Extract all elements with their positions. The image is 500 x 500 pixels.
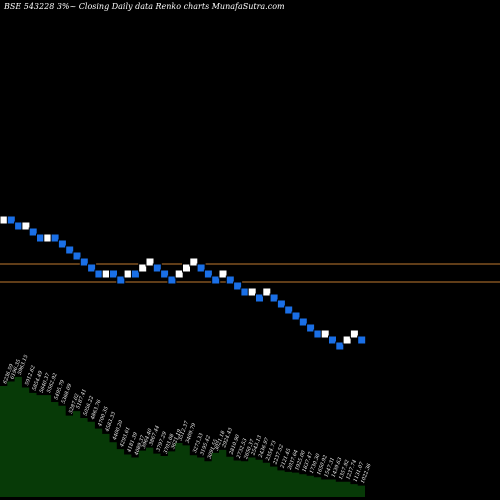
chart-title: BSE 543228 3%~ Closing Daily data Renko … bbox=[3, 2, 285, 11]
bricks-group bbox=[0, 215, 367, 351]
renko-brick-down bbox=[328, 335, 337, 345]
renko-brick-up bbox=[145, 257, 155, 267]
volume-area bbox=[0, 376, 365, 497]
renko-brick-down bbox=[79, 257, 89, 267]
renko-brick-down bbox=[233, 281, 243, 291]
renko-brick-down bbox=[298, 317, 308, 327]
renko-brick-up bbox=[174, 269, 184, 279]
renko-brick-down bbox=[109, 269, 118, 279]
renko-brick-down bbox=[167, 275, 177, 285]
renko-brick-down bbox=[357, 335, 367, 345]
renko-brick-down bbox=[116, 275, 126, 285]
renko-brick-up bbox=[182, 263, 191, 273]
renko-brick-down bbox=[152, 263, 162, 273]
renko-brick-down bbox=[284, 305, 294, 315]
renko-brick-down bbox=[291, 311, 301, 321]
renko-brick-up bbox=[21, 221, 31, 231]
renko-brick-up bbox=[342, 335, 352, 345]
volume-labels-group: 6236.596196.355963.155912.625854.495640.… bbox=[2, 354, 373, 484]
renko-brick-up bbox=[189, 257, 199, 267]
renko-brick-down bbox=[335, 341, 345, 351]
renko-brick-down bbox=[72, 251, 82, 261]
renko-brick-up bbox=[218, 269, 228, 279]
renko-brick-down bbox=[255, 293, 264, 303]
renko-brick-up bbox=[247, 287, 257, 297]
renko-brick-down bbox=[225, 275, 235, 285]
renko-brick-down bbox=[28, 227, 38, 237]
renko-brick-down bbox=[57, 239, 67, 249]
renko-brick-down bbox=[306, 323, 316, 333]
renko-brick-down bbox=[87, 263, 97, 273]
renko-brick-down bbox=[269, 293, 279, 303]
renko-brick-down bbox=[65, 245, 75, 255]
renko-brick-up bbox=[349, 329, 359, 339]
renko-brick-down bbox=[203, 269, 213, 279]
renko-brick-down bbox=[50, 233, 60, 243]
renko-brick-down bbox=[130, 269, 140, 279]
renko-brick-down bbox=[211, 275, 221, 285]
renko-brick-down bbox=[276, 299, 286, 309]
renko-brick-up bbox=[262, 287, 272, 297]
renko-brick-down bbox=[6, 215, 16, 225]
volume-area-group bbox=[0, 376, 365, 497]
renko-brick-up bbox=[320, 329, 330, 339]
renko-brick-down bbox=[160, 269, 170, 279]
renko-brick-up bbox=[138, 263, 148, 273]
renko-brick-down bbox=[196, 263, 206, 273]
renko-brick-down bbox=[313, 329, 323, 339]
